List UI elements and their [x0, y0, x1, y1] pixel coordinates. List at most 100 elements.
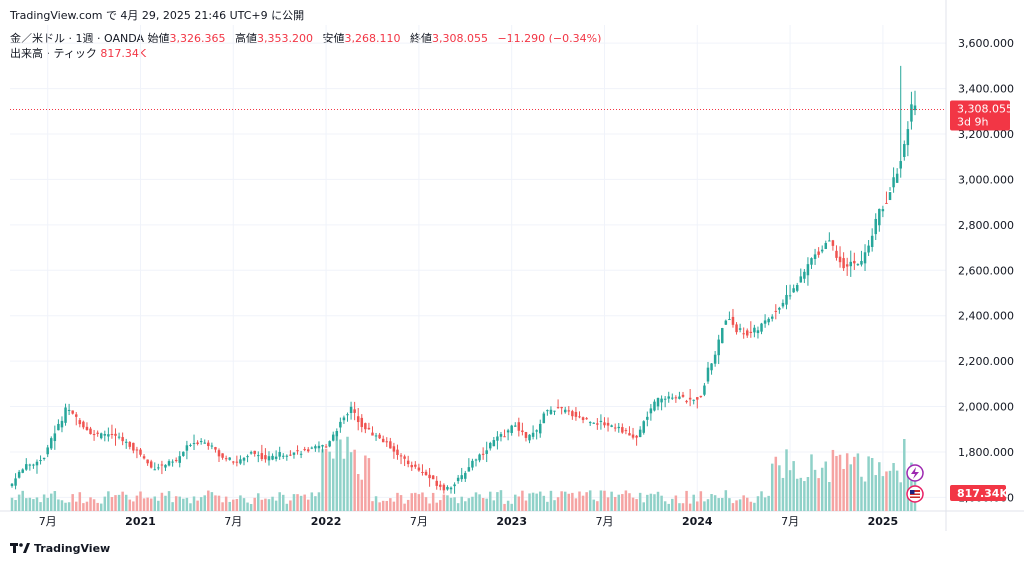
last-price-tag [950, 100, 1010, 131]
volume-bar [774, 456, 778, 511]
candle-body [28, 464, 32, 466]
candle-body [406, 460, 410, 465]
volume-bar [892, 463, 895, 511]
tradingview-logo[interactable]: TradingView [10, 542, 110, 555]
candle-body [342, 417, 346, 421]
volume-bar [53, 491, 57, 511]
volume-bar [331, 458, 335, 511]
volume-bar [624, 490, 628, 511]
candle-body [735, 324, 738, 333]
candle-body [89, 428, 92, 435]
candle-body [556, 407, 560, 409]
volume-bar [474, 492, 478, 511]
candle-body [785, 294, 788, 305]
candle-body [10, 483, 14, 487]
candle-body [471, 460, 474, 468]
candle-body [435, 480, 438, 486]
volume-bar [431, 492, 435, 511]
volume-bar [192, 496, 196, 511]
volume-bar [364, 455, 367, 511]
volume-bar [296, 494, 299, 511]
volume-bar [103, 496, 107, 511]
volume-bar [503, 503, 506, 511]
volume-bar [346, 436, 349, 511]
volume-bar [367, 458, 371, 511]
volume-bar [417, 494, 421, 511]
symbol-label[interactable]: 金／米ドル · 1週 · OANDA [10, 32, 144, 45]
volume-bar [567, 493, 571, 511]
candle-body [453, 484, 456, 487]
candle-body [314, 446, 317, 449]
candle-body [763, 320, 767, 324]
candle-body [824, 242, 828, 249]
volume-bar [335, 437, 339, 511]
volume-label[interactable]: 出来高 · ティック [10, 47, 97, 60]
volume-bar [799, 477, 803, 511]
x-tick-label: 2021 [125, 515, 156, 528]
volume-bar [96, 502, 99, 511]
volume-bar [838, 454, 842, 511]
candle-body [271, 455, 274, 460]
volume-bar [803, 481, 806, 511]
x-tick-label: 2023 [496, 515, 527, 528]
candle-body [510, 425, 513, 433]
volume-bar [210, 492, 214, 511]
candle-body [164, 464, 167, 468]
volume-bar [339, 439, 342, 511]
candle-body [778, 307, 781, 310]
candle-body [592, 422, 596, 424]
close-label: 終値 [409, 32, 432, 45]
volume-bar [856, 453, 860, 511]
volume-bar [160, 492, 164, 511]
volume-bar [264, 498, 267, 511]
volume-bar [399, 495, 403, 511]
volume-bar [456, 503, 460, 511]
volume-tag-value: 817.34K [957, 487, 1008, 500]
lightning-icon[interactable] [906, 464, 924, 482]
us-flag-icon[interactable] [906, 485, 924, 503]
candle-body [856, 264, 860, 266]
volume-bar [32, 499, 35, 511]
volume-bar [260, 499, 264, 511]
candle-body [339, 421, 342, 428]
volume-bar [603, 490, 606, 511]
volume-bar [246, 502, 249, 511]
volume-bar [678, 503, 681, 511]
candle-body [478, 454, 481, 461]
candle-body [399, 455, 403, 457]
y-tick-label: 2,200.000 [958, 355, 1014, 368]
candle-body [371, 432, 374, 436]
volume-bar [82, 503, 85, 511]
volume-bar [57, 499, 60, 511]
volume-bar [721, 497, 724, 511]
volume-bar [517, 496, 521, 511]
volume-bar [746, 497, 749, 511]
candle-body [578, 416, 581, 418]
volume-bar [35, 497, 39, 511]
candle-body [135, 449, 139, 451]
candle-body [192, 443, 196, 445]
volume-bar [835, 455, 838, 511]
candle-body [849, 261, 852, 267]
candle-body [75, 414, 78, 417]
volume-bar [25, 498, 28, 511]
candle-body [442, 484, 446, 491]
candle-body [128, 441, 132, 447]
volume-bar [671, 498, 674, 511]
candle-body [378, 434, 381, 439]
volume-bar [239, 495, 242, 511]
candle-body [699, 395, 703, 398]
candle-body [828, 240, 831, 242]
volume-bar [674, 495, 678, 511]
candle-body [381, 438, 385, 443]
volume-bar [89, 497, 92, 511]
candle-body [674, 397, 678, 399]
candle-body [806, 264, 810, 276]
volume-bar [581, 495, 585, 511]
volume-bar [292, 494, 296, 511]
candle-body [35, 461, 39, 466]
volume-bar [75, 501, 78, 511]
volume-bar [899, 482, 902, 511]
candle-body [903, 144, 906, 157]
